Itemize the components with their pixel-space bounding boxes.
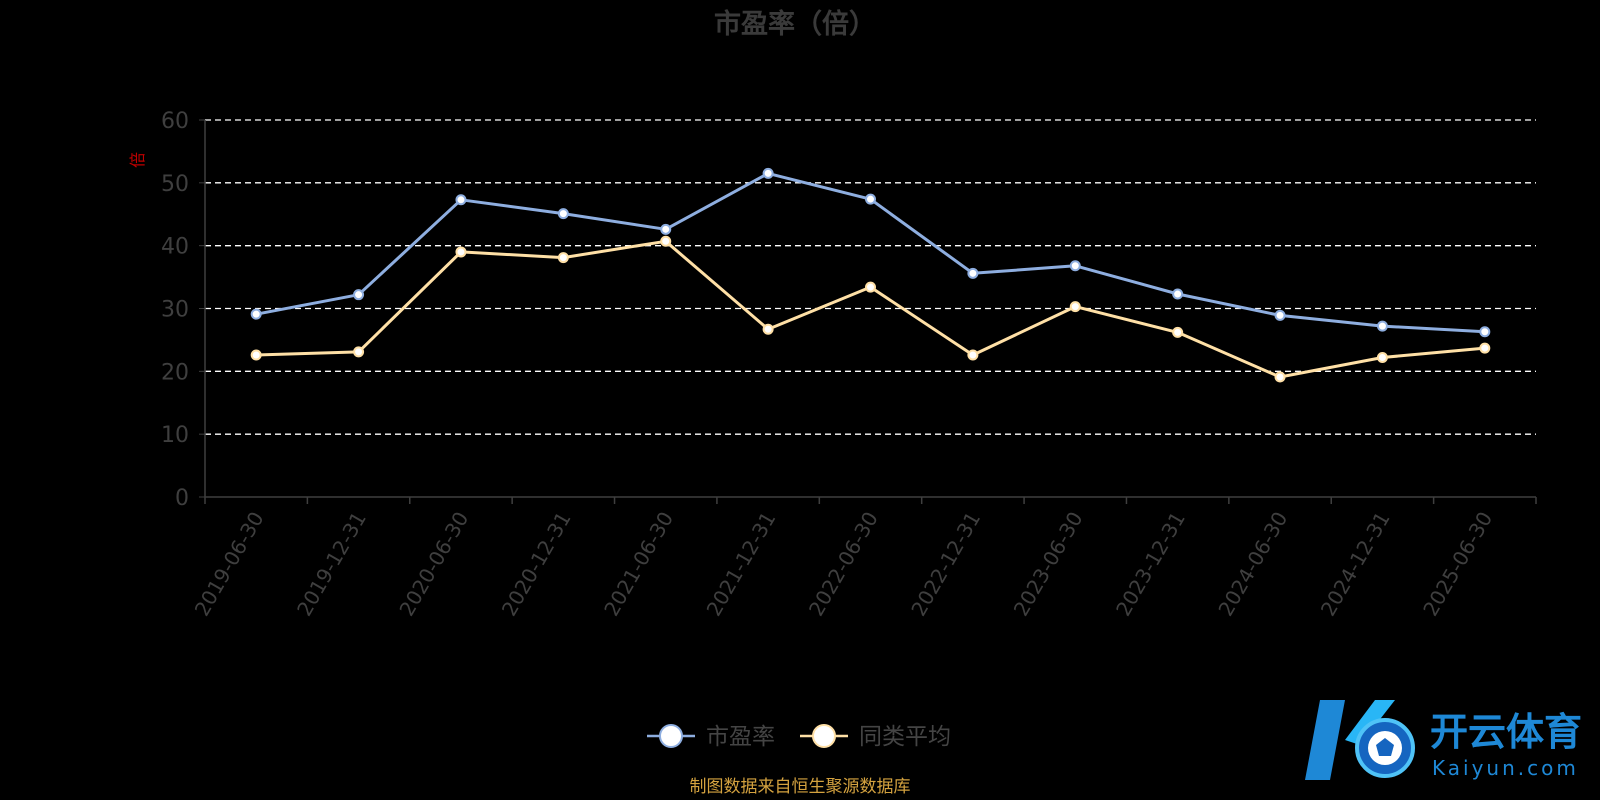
data-point-1-11[interactable]	[1376, 352, 1388, 364]
y-tick-label: 40	[161, 235, 189, 260]
data-point-0-9[interactable]	[1172, 288, 1184, 300]
legend-label-peer-average: 同类平均	[859, 724, 951, 750]
x-tick-label: 2025-06-30	[1418, 508, 1497, 621]
data-point-0-0[interactable]	[250, 308, 262, 320]
x-tick-label: 2020-06-30	[394, 508, 473, 621]
x-tick-label: 2022-12-31	[906, 508, 985, 621]
data-source-note: 制图数据来自恒生聚源数据库	[690, 777, 911, 797]
x-tick-label: 2020-12-31	[497, 508, 576, 621]
series-lines	[250, 167, 1491, 383]
watermark-logo: 开云体育 Kaiyun.com	[1305, 700, 1582, 780]
data-point-1-7[interactable]	[967, 349, 979, 361]
data-point-0-10[interactable]	[1274, 309, 1286, 321]
logo-k-icon	[1305, 700, 1345, 780]
data-point-1-9[interactable]	[1172, 326, 1184, 338]
data-point-1-8[interactable]	[1069, 301, 1081, 313]
data-point-1-4[interactable]	[660, 235, 672, 247]
data-point-0-2[interactable]	[455, 194, 467, 206]
watermark-cn: 开云体育	[1430, 710, 1582, 754]
data-point-0-1[interactable]	[353, 289, 365, 301]
data-point-1-6[interactable]	[865, 281, 876, 293]
y-tick-label: 60	[161, 109, 189, 134]
data-point-0-12[interactable]	[1479, 326, 1491, 338]
data-point-1-10[interactable]	[1274, 371, 1286, 383]
gridlines	[199, 119, 1536, 498]
data-point-0-7[interactable]	[967, 267, 979, 279]
x-tick-label: 2023-06-30	[1009, 508, 1088, 621]
data-point-0-5[interactable]	[762, 167, 774, 179]
data-point-0-6[interactable]	[865, 193, 876, 205]
data-point-1-3[interactable]	[557, 252, 569, 264]
x-tick-label: 2019-12-31	[292, 508, 371, 621]
axes	[204, 120, 1537, 504]
legend-item-pe[interactable]: 市盈率	[647, 724, 775, 750]
y-tick-label: 10	[161, 423, 189, 448]
y-tick-label: 50	[161, 172, 189, 197]
x-tick-label: 2024-12-31	[1316, 508, 1395, 621]
data-point-1-12[interactable]	[1479, 342, 1491, 354]
data-point-1-5[interactable]	[762, 323, 774, 335]
y-tick-label: 0	[175, 486, 189, 511]
y-tick-label: 20	[161, 360, 189, 385]
x-tick-label: 2022-06-30	[804, 508, 883, 621]
chart-title: 市盈率（倍）	[714, 8, 876, 40]
data-point-0-8[interactable]	[1069, 260, 1081, 272]
x-tick-label: 2019-06-30	[190, 508, 269, 621]
y-tick-labels: 0 10 20 30 40 50 60	[161, 109, 189, 511]
watermark-en: Kaiyun.com	[1432, 756, 1579, 780]
data-point-1-1[interactable]	[353, 346, 365, 358]
data-point-1-2[interactable]	[455, 246, 467, 258]
data-point-0-11[interactable]	[1376, 320, 1388, 332]
x-tick-label: 2021-12-31	[702, 508, 781, 621]
x-tick-label: 2021-06-30	[599, 508, 678, 621]
legend-label-pe: 市盈率	[706, 724, 775, 750]
legend-item-peer-average[interactable]: 同类平均	[800, 724, 951, 750]
x-tick-label: 2024-06-30	[1213, 508, 1292, 621]
x-tick-labels: 2019-06-30 2019-12-31 2020-06-30 2020-12-31…	[190, 508, 1498, 621]
data-point-0-4[interactable]	[660, 223, 672, 235]
y-axis-label: 倍	[128, 152, 147, 168]
legend[interactable]: 市盈率 同类平均	[647, 724, 951, 750]
data-point-1-0[interactable]	[250, 349, 262, 361]
x-tick-label: 2023-12-31	[1111, 508, 1190, 621]
data-point-0-3[interactable]	[557, 208, 569, 220]
y-tick-label: 30	[161, 298, 189, 323]
